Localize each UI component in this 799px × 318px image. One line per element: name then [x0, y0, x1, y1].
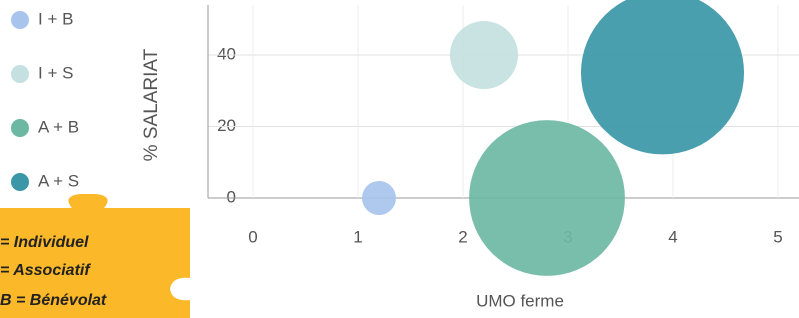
bubble — [469, 120, 625, 276]
legend-label: A + S — [38, 171, 79, 190]
x-tick-label: 5 — [773, 227, 782, 246]
chart: 02040012345 % SALARIAT UMO ferme = Indiv… — [0, 0, 799, 318]
legend-marker — [11, 11, 29, 29]
x-tick-label: 4 — [668, 227, 677, 246]
y-axis-title: % SALARIAT — [141, 48, 162, 161]
legend-label: I + B — [38, 9, 73, 28]
x-tick-label: 1 — [353, 227, 362, 246]
bubble — [581, 0, 744, 154]
x-tick-label: 0 — [248, 227, 257, 246]
bubble — [450, 21, 518, 89]
legend-marker — [11, 65, 29, 83]
bubble — [362, 181, 396, 215]
y-tick-label: 0 — [227, 187, 236, 206]
note-line: B = Bénévolat — [0, 292, 107, 309]
note-line: = Associatif — [0, 262, 91, 279]
y-tick-label: 40 — [217, 45, 236, 64]
page: {"chart_data": {"type": "bubble", "y_lab… — [0, 0, 799, 318]
legend-marker — [11, 173, 29, 191]
note-line: = Individuel — [0, 234, 89, 251]
x-tick-label: 2 — [458, 227, 467, 246]
legend-marker — [11, 119, 29, 137]
legend-label: I + S — [38, 63, 73, 82]
legend-label: A + B — [38, 117, 79, 136]
x-axis-title: UMO ferme — [476, 291, 564, 310]
y-tick-label: 20 — [217, 116, 236, 135]
plot-area: 02040012345 — [208, 0, 799, 276]
